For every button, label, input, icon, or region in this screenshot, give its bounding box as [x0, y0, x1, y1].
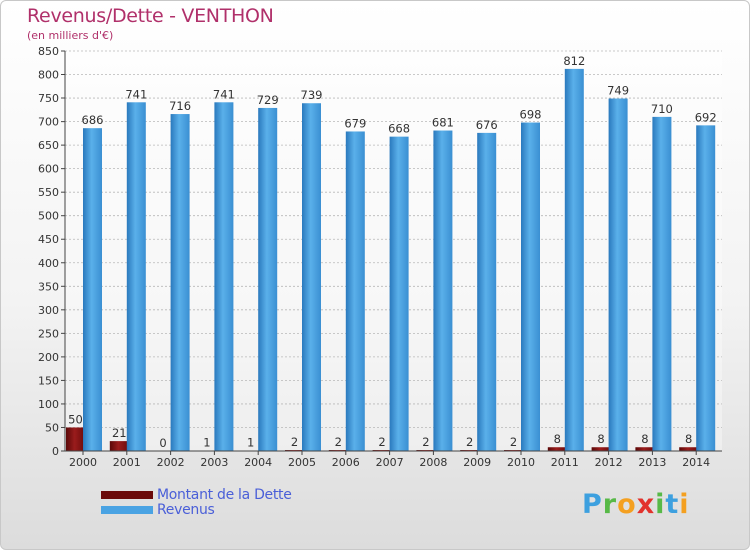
- bar-revenus-2009: [477, 132, 497, 451]
- label-dette-2012: 8: [597, 432, 604, 446]
- bar-revenus-2007: [389, 136, 409, 451]
- bar-revenus-2008: [433, 130, 453, 451]
- x-tick-label-2008: 2008: [419, 456, 447, 469]
- bar-revenus-2005: [302, 103, 321, 451]
- y-tick-label: 350: [38, 280, 59, 293]
- x-tick-label-2005: 2005: [288, 456, 316, 469]
- y-tick-label: 500: [38, 210, 59, 223]
- label-revenus-2011: 812: [563, 54, 585, 68]
- legend-swatch-revenus: [101, 505, 153, 514]
- bar-revenus-2000: [83, 128, 102, 452]
- bar-revenus-2004: [258, 107, 278, 452]
- x-tick-label-2007: 2007: [376, 456, 404, 469]
- legend-label-revenus: Revenus: [157, 501, 215, 518]
- bar-revenus-2006: [345, 131, 365, 451]
- x-tick-label-2002: 2002: [157, 456, 185, 469]
- y-tick-label: 200: [38, 351, 59, 364]
- bar-revenus-2014: [696, 125, 716, 452]
- x-tick-label-2009: 2009: [463, 456, 491, 469]
- label-dette-2004: 1: [247, 436, 254, 450]
- legend-item-revenus: Revenus: [101, 501, 292, 518]
- label-revenus-2001: 741: [125, 87, 147, 101]
- bar-revenus-2002: [170, 114, 190, 451]
- x-tick-label-2012: 2012: [595, 456, 623, 469]
- label-revenus-2002: 716: [169, 99, 191, 113]
- bar-dette-2011: [547, 447, 567, 451]
- y-tick-label: 0: [52, 445, 59, 458]
- x-tick-label-2013: 2013: [638, 456, 666, 469]
- label-dette-2005: 2: [291, 435, 298, 449]
- y-tick-label: 300: [38, 304, 59, 317]
- label-revenus-2006: 679: [344, 116, 366, 130]
- bar-dette-2012: [591, 447, 611, 451]
- label-dette-2011: 8: [554, 432, 561, 446]
- y-tick-label: 800: [38, 69, 59, 82]
- x-tick-label-2004: 2004: [244, 456, 272, 469]
- y-tick-label: 250: [38, 327, 59, 340]
- label-dette-2000: 50: [68, 412, 83, 426]
- x-tick-label-2006: 2006: [332, 456, 360, 469]
- y-tick-label: 400: [38, 257, 59, 270]
- legend-item-debt: Montant de la Dette: [101, 486, 292, 503]
- label-revenus-2008: 681: [432, 116, 454, 130]
- label-dette-2007: 2: [378, 435, 385, 449]
- label-revenus-2007: 668: [388, 122, 410, 136]
- label-revenus-2009: 676: [476, 118, 498, 132]
- bar-revenus-2010: [521, 122, 540, 451]
- label-revenus-2014: 692: [695, 110, 717, 124]
- label-revenus-2012: 749: [607, 84, 629, 98]
- y-tick-label: 850: [38, 45, 59, 58]
- bar-dette-2000: [66, 427, 85, 451]
- label-revenus-2013: 710: [651, 102, 673, 116]
- y-tick-label: 150: [38, 374, 59, 387]
- label-revenus-2000: 686: [82, 113, 104, 127]
- label-dette-2001: 21: [112, 426, 127, 440]
- label-revenus-2003: 741: [213, 87, 235, 101]
- y-tick-label: 700: [38, 116, 59, 129]
- bar-revenus-2003: [214, 102, 234, 451]
- label-dette-2014: 8: [685, 432, 692, 446]
- y-tick-label: 50: [45, 421, 59, 434]
- y-tick-label: 750: [38, 92, 59, 105]
- legend-swatch-debt: [101, 490, 153, 499]
- x-tick-label-2001: 2001: [113, 456, 141, 469]
- bar-revenus-2013: [652, 116, 672, 451]
- label-dette-2009: 2: [466, 435, 473, 449]
- legend-label-debt: Montant de la Dette: [157, 486, 292, 503]
- label-revenus-2010: 698: [520, 108, 542, 122]
- y-tick-label: 600: [38, 163, 59, 176]
- label-dette-2010: 2: [510, 435, 517, 449]
- y-tick-label: 450: [38, 233, 59, 246]
- label-revenus-2004: 729: [257, 93, 279, 107]
- y-tick-label: 650: [38, 139, 59, 152]
- label-dette-2006: 2: [335, 435, 342, 449]
- label-dette-2013: 8: [641, 432, 648, 446]
- label-dette-2003: 1: [203, 436, 210, 450]
- label-dette-2002: 0: [159, 436, 166, 450]
- bar-revenus-2012: [608, 98, 628, 451]
- y-tick-label: 550: [38, 186, 59, 199]
- bar-dette-2014: [679, 447, 699, 451]
- x-tick-label-2003: 2003: [200, 456, 228, 469]
- x-tick-label-2011: 2011: [551, 456, 579, 469]
- x-tick-label-2000: 2000: [69, 456, 97, 469]
- bar-dette-2001: [109, 441, 129, 451]
- x-tick-label-2010: 2010: [507, 456, 535, 469]
- chart-title: Revenus/Dette - VENTHON: [27, 5, 274, 27]
- proxiti-logo: Proxiti: [582, 489, 690, 520]
- label-dette-2008: 2: [422, 435, 429, 449]
- bar-dette-2013: [635, 447, 655, 451]
- y-tick-label: 100: [38, 398, 59, 411]
- chart-subtitle: (en milliers d'€): [27, 29, 114, 42]
- bar-revenus-2001: [126, 102, 146, 451]
- x-tick-label-2014: 2014: [682, 456, 710, 469]
- legend: Montant de la Dette Revenus: [101, 486, 292, 518]
- bar-revenus-2011: [564, 68, 584, 451]
- label-revenus-2005: 739: [301, 88, 323, 102]
